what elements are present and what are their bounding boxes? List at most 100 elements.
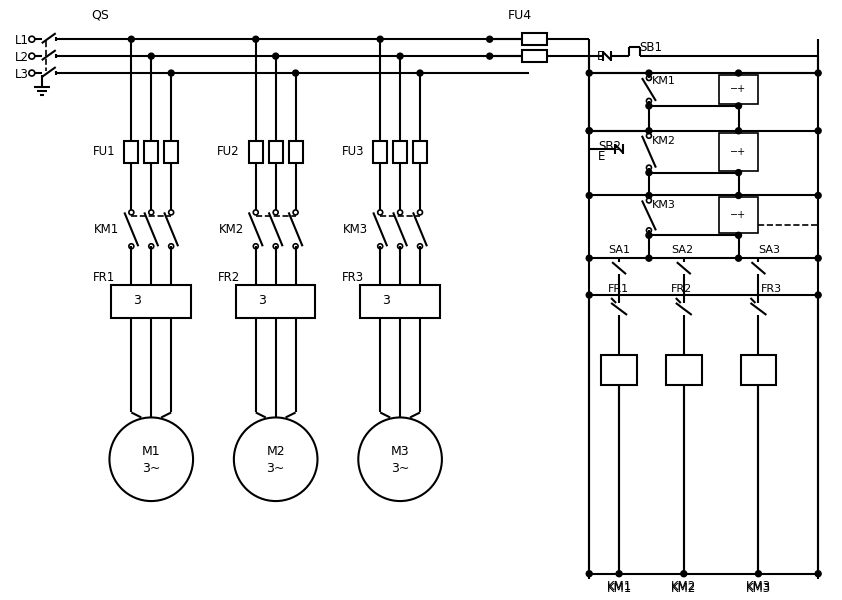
Text: 3: 3 bbox=[133, 295, 141, 307]
Bar bbox=[111, 285, 191, 318]
Text: E: E bbox=[598, 150, 605, 163]
Circle shape bbox=[646, 193, 652, 199]
Text: KM1: KM1 bbox=[606, 580, 632, 593]
Text: 3~: 3~ bbox=[391, 462, 409, 475]
Circle shape bbox=[273, 53, 279, 59]
Text: L1: L1 bbox=[15, 34, 29, 47]
Circle shape bbox=[815, 571, 821, 577]
Circle shape bbox=[586, 128, 592, 134]
Circle shape bbox=[586, 571, 592, 577]
Text: FR1: FR1 bbox=[608, 284, 629, 294]
Circle shape bbox=[487, 53, 493, 59]
Text: L3: L3 bbox=[15, 68, 29, 80]
Text: KM2: KM2 bbox=[671, 580, 696, 593]
Circle shape bbox=[293, 70, 299, 76]
Text: FU1: FU1 bbox=[93, 145, 115, 158]
Circle shape bbox=[646, 255, 652, 261]
Text: SA1: SA1 bbox=[608, 245, 630, 255]
Text: KM1: KM1 bbox=[94, 223, 120, 236]
Bar bbox=[413, 141, 427, 163]
Bar bbox=[144, 141, 158, 163]
Bar bbox=[269, 141, 283, 163]
Text: FR3: FR3 bbox=[760, 284, 781, 294]
Text: KM2: KM2 bbox=[652, 136, 676, 146]
Circle shape bbox=[815, 292, 821, 298]
Circle shape bbox=[616, 571, 622, 577]
Circle shape bbox=[586, 70, 592, 76]
Text: M3: M3 bbox=[391, 445, 409, 458]
Circle shape bbox=[586, 255, 592, 261]
Bar bbox=[248, 141, 263, 163]
Circle shape bbox=[736, 70, 742, 76]
Text: 3: 3 bbox=[382, 295, 390, 307]
Text: SB1: SB1 bbox=[639, 41, 662, 53]
Circle shape bbox=[736, 232, 742, 238]
Bar bbox=[360, 285, 440, 318]
Circle shape bbox=[586, 292, 592, 298]
Text: KM3: KM3 bbox=[344, 223, 368, 236]
Text: KM2: KM2 bbox=[671, 582, 696, 595]
Text: KM1: KM1 bbox=[652, 76, 676, 86]
Text: KM3: KM3 bbox=[746, 580, 771, 593]
Text: FR1: FR1 bbox=[93, 271, 115, 284]
Text: 3~: 3~ bbox=[142, 462, 161, 475]
Text: M1: M1 bbox=[142, 445, 161, 458]
Circle shape bbox=[736, 193, 742, 199]
Circle shape bbox=[148, 53, 154, 59]
Bar bbox=[236, 285, 316, 318]
Circle shape bbox=[397, 53, 403, 59]
Text: SA3: SA3 bbox=[759, 245, 781, 255]
Circle shape bbox=[736, 128, 742, 134]
Circle shape bbox=[586, 128, 592, 134]
Circle shape bbox=[815, 70, 821, 76]
Text: FR2: FR2 bbox=[217, 271, 240, 284]
Circle shape bbox=[815, 255, 821, 261]
Text: E: E bbox=[597, 50, 605, 62]
Circle shape bbox=[128, 36, 135, 42]
Text: KM3: KM3 bbox=[652, 200, 676, 211]
Bar bbox=[718, 75, 759, 104]
Text: FR3: FR3 bbox=[342, 271, 365, 284]
Circle shape bbox=[681, 571, 687, 577]
Text: KM2: KM2 bbox=[219, 223, 244, 236]
Bar bbox=[125, 141, 138, 163]
Circle shape bbox=[736, 255, 742, 261]
Circle shape bbox=[646, 103, 652, 109]
Circle shape bbox=[736, 103, 742, 109]
Circle shape bbox=[815, 128, 821, 134]
Circle shape bbox=[417, 70, 423, 76]
Bar bbox=[666, 355, 701, 385]
Text: FU3: FU3 bbox=[342, 145, 365, 158]
Text: FU4: FU4 bbox=[508, 9, 531, 22]
Text: QS: QS bbox=[92, 9, 109, 22]
Circle shape bbox=[646, 232, 652, 238]
Text: KM3: KM3 bbox=[746, 582, 771, 595]
Circle shape bbox=[586, 193, 592, 199]
Text: −+: −+ bbox=[731, 84, 747, 94]
Text: L2: L2 bbox=[15, 50, 29, 64]
Bar bbox=[601, 355, 637, 385]
Text: FU2: FU2 bbox=[217, 145, 240, 158]
Text: SA2: SA2 bbox=[671, 245, 693, 255]
Text: −+: −+ bbox=[731, 211, 747, 220]
Bar bbox=[164, 141, 179, 163]
Circle shape bbox=[487, 36, 493, 42]
Circle shape bbox=[168, 70, 174, 76]
Bar bbox=[718, 197, 759, 233]
Circle shape bbox=[815, 193, 821, 199]
Text: −+: −+ bbox=[731, 146, 747, 157]
Circle shape bbox=[253, 36, 258, 42]
Text: SB2: SB2 bbox=[598, 140, 621, 153]
Bar bbox=[718, 133, 759, 170]
Text: FR2: FR2 bbox=[671, 284, 692, 294]
Circle shape bbox=[377, 36, 383, 42]
Bar bbox=[373, 141, 387, 163]
Circle shape bbox=[755, 571, 761, 577]
Circle shape bbox=[736, 170, 742, 176]
Text: M2: M2 bbox=[266, 445, 285, 458]
Text: 3: 3 bbox=[258, 295, 266, 307]
Bar bbox=[289, 141, 302, 163]
Circle shape bbox=[646, 70, 652, 76]
Bar bbox=[521, 33, 547, 45]
Bar bbox=[393, 141, 407, 163]
